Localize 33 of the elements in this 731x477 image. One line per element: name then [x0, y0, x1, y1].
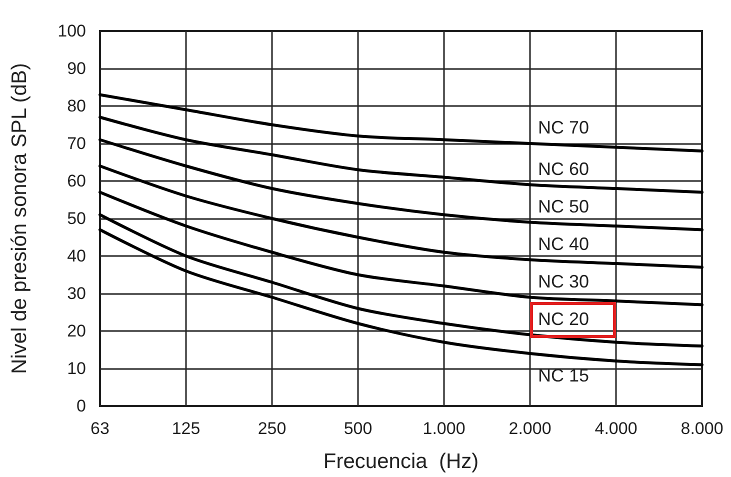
line-series [98, 93, 704, 152]
y-tick-label: 70 [67, 134, 86, 153]
y-tick-label: 10 [67, 359, 86, 378]
series-label: NC 40 [538, 234, 590, 254]
y-tick-label: 30 [67, 284, 86, 303]
x-tick-label: 8.000 [680, 419, 724, 438]
line-series [98, 228, 704, 366]
y-tick-label: 60 [67, 172, 86, 190]
x-tick-label: 2.000 [508, 419, 552, 438]
y-tick-label: 90 [67, 59, 86, 78]
x-tick-label: 250 [258, 419, 286, 438]
y-axis-title: Nivel de presión sonora SPL (dB) [8, 63, 31, 374]
line-series [98, 116, 704, 194]
y-tick-label: 80 [67, 96, 86, 116]
series-label: NC 70 [538, 118, 590, 138]
y-tick-label: 40 [67, 246, 86, 266]
x-tick-label: 63 [90, 419, 110, 438]
y-tick-label: 50 [67, 209, 86, 228]
series-label: NC 60 [538, 158, 590, 179]
series-label: NC 50 [538, 196, 590, 216]
x-axis-title: Frecuencia (Hz) [323, 450, 479, 473]
line-series [98, 138, 704, 232]
line-series [98, 190, 704, 306]
x-tick-label: 1.000 [422, 419, 466, 438]
y-tick-label: 100 [58, 22, 86, 40]
series-label: NC 20 [538, 308, 590, 329]
series-label: NC 30 [538, 271, 590, 292]
x-tick-label: 125 [172, 419, 200, 438]
x-tick-label: 4.000 [594, 419, 638, 438]
x-tick-label: 500 [344, 419, 372, 438]
y-tick-label: 20 [67, 322, 86, 340]
y-tick-label: 0 [76, 396, 86, 416]
line-series [98, 213, 704, 348]
